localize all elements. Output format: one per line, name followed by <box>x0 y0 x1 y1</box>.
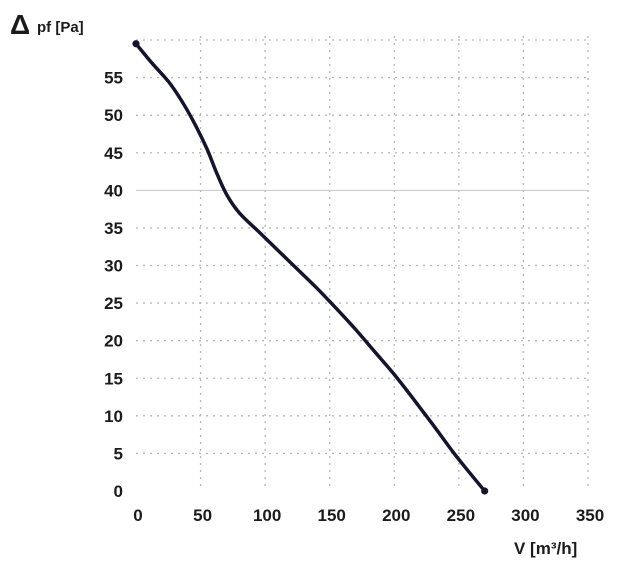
y-tick-label: 45 <box>104 144 123 163</box>
series-line <box>134 42 487 493</box>
axis-titles: Δ pf [Pa] V [m³/h] <box>10 9 577 558</box>
x-tick-label: 100 <box>253 506 281 525</box>
x-axis-title: V [m³/h] <box>514 539 577 558</box>
y-tick-label: 35 <box>104 219 123 238</box>
y-tick-label: 0 <box>114 482 123 501</box>
y-tick-label: 40 <box>104 181 123 200</box>
y-axis-delta-symbol: Δ <box>10 9 30 40</box>
y-tick-label: 55 <box>104 69 123 88</box>
y-tick-label: 25 <box>104 294 123 313</box>
y-tick-label: 20 <box>104 332 123 351</box>
x-tick-label: 0 <box>133 506 142 525</box>
y-axis-title: pf [Pa] <box>37 19 84 36</box>
tick-labels: 0 5 10 15 20 25 30 35 40 45 50 55 0 50 100 150 200 250 300… <box>104 69 604 525</box>
grid <box>136 36 589 491</box>
series-endpoint <box>481 487 489 495</box>
y-tick-label: 5 <box>114 444 123 463</box>
y-tick-label: 10 <box>104 407 123 426</box>
x-tick-label: 350 <box>576 506 604 525</box>
series-endpoint <box>132 40 140 48</box>
y-tick-label: 50 <box>104 106 123 125</box>
y-tick-label: 15 <box>104 369 123 388</box>
series <box>132 40 489 495</box>
x-tick-label: 250 <box>447 506 475 525</box>
x-tick-label: 50 <box>193 506 212 525</box>
x-tick-label: 300 <box>511 506 539 525</box>
y-tick-label: 30 <box>104 257 123 276</box>
x-tick-label: 200 <box>382 506 410 525</box>
x-tick-label: 150 <box>318 506 346 525</box>
